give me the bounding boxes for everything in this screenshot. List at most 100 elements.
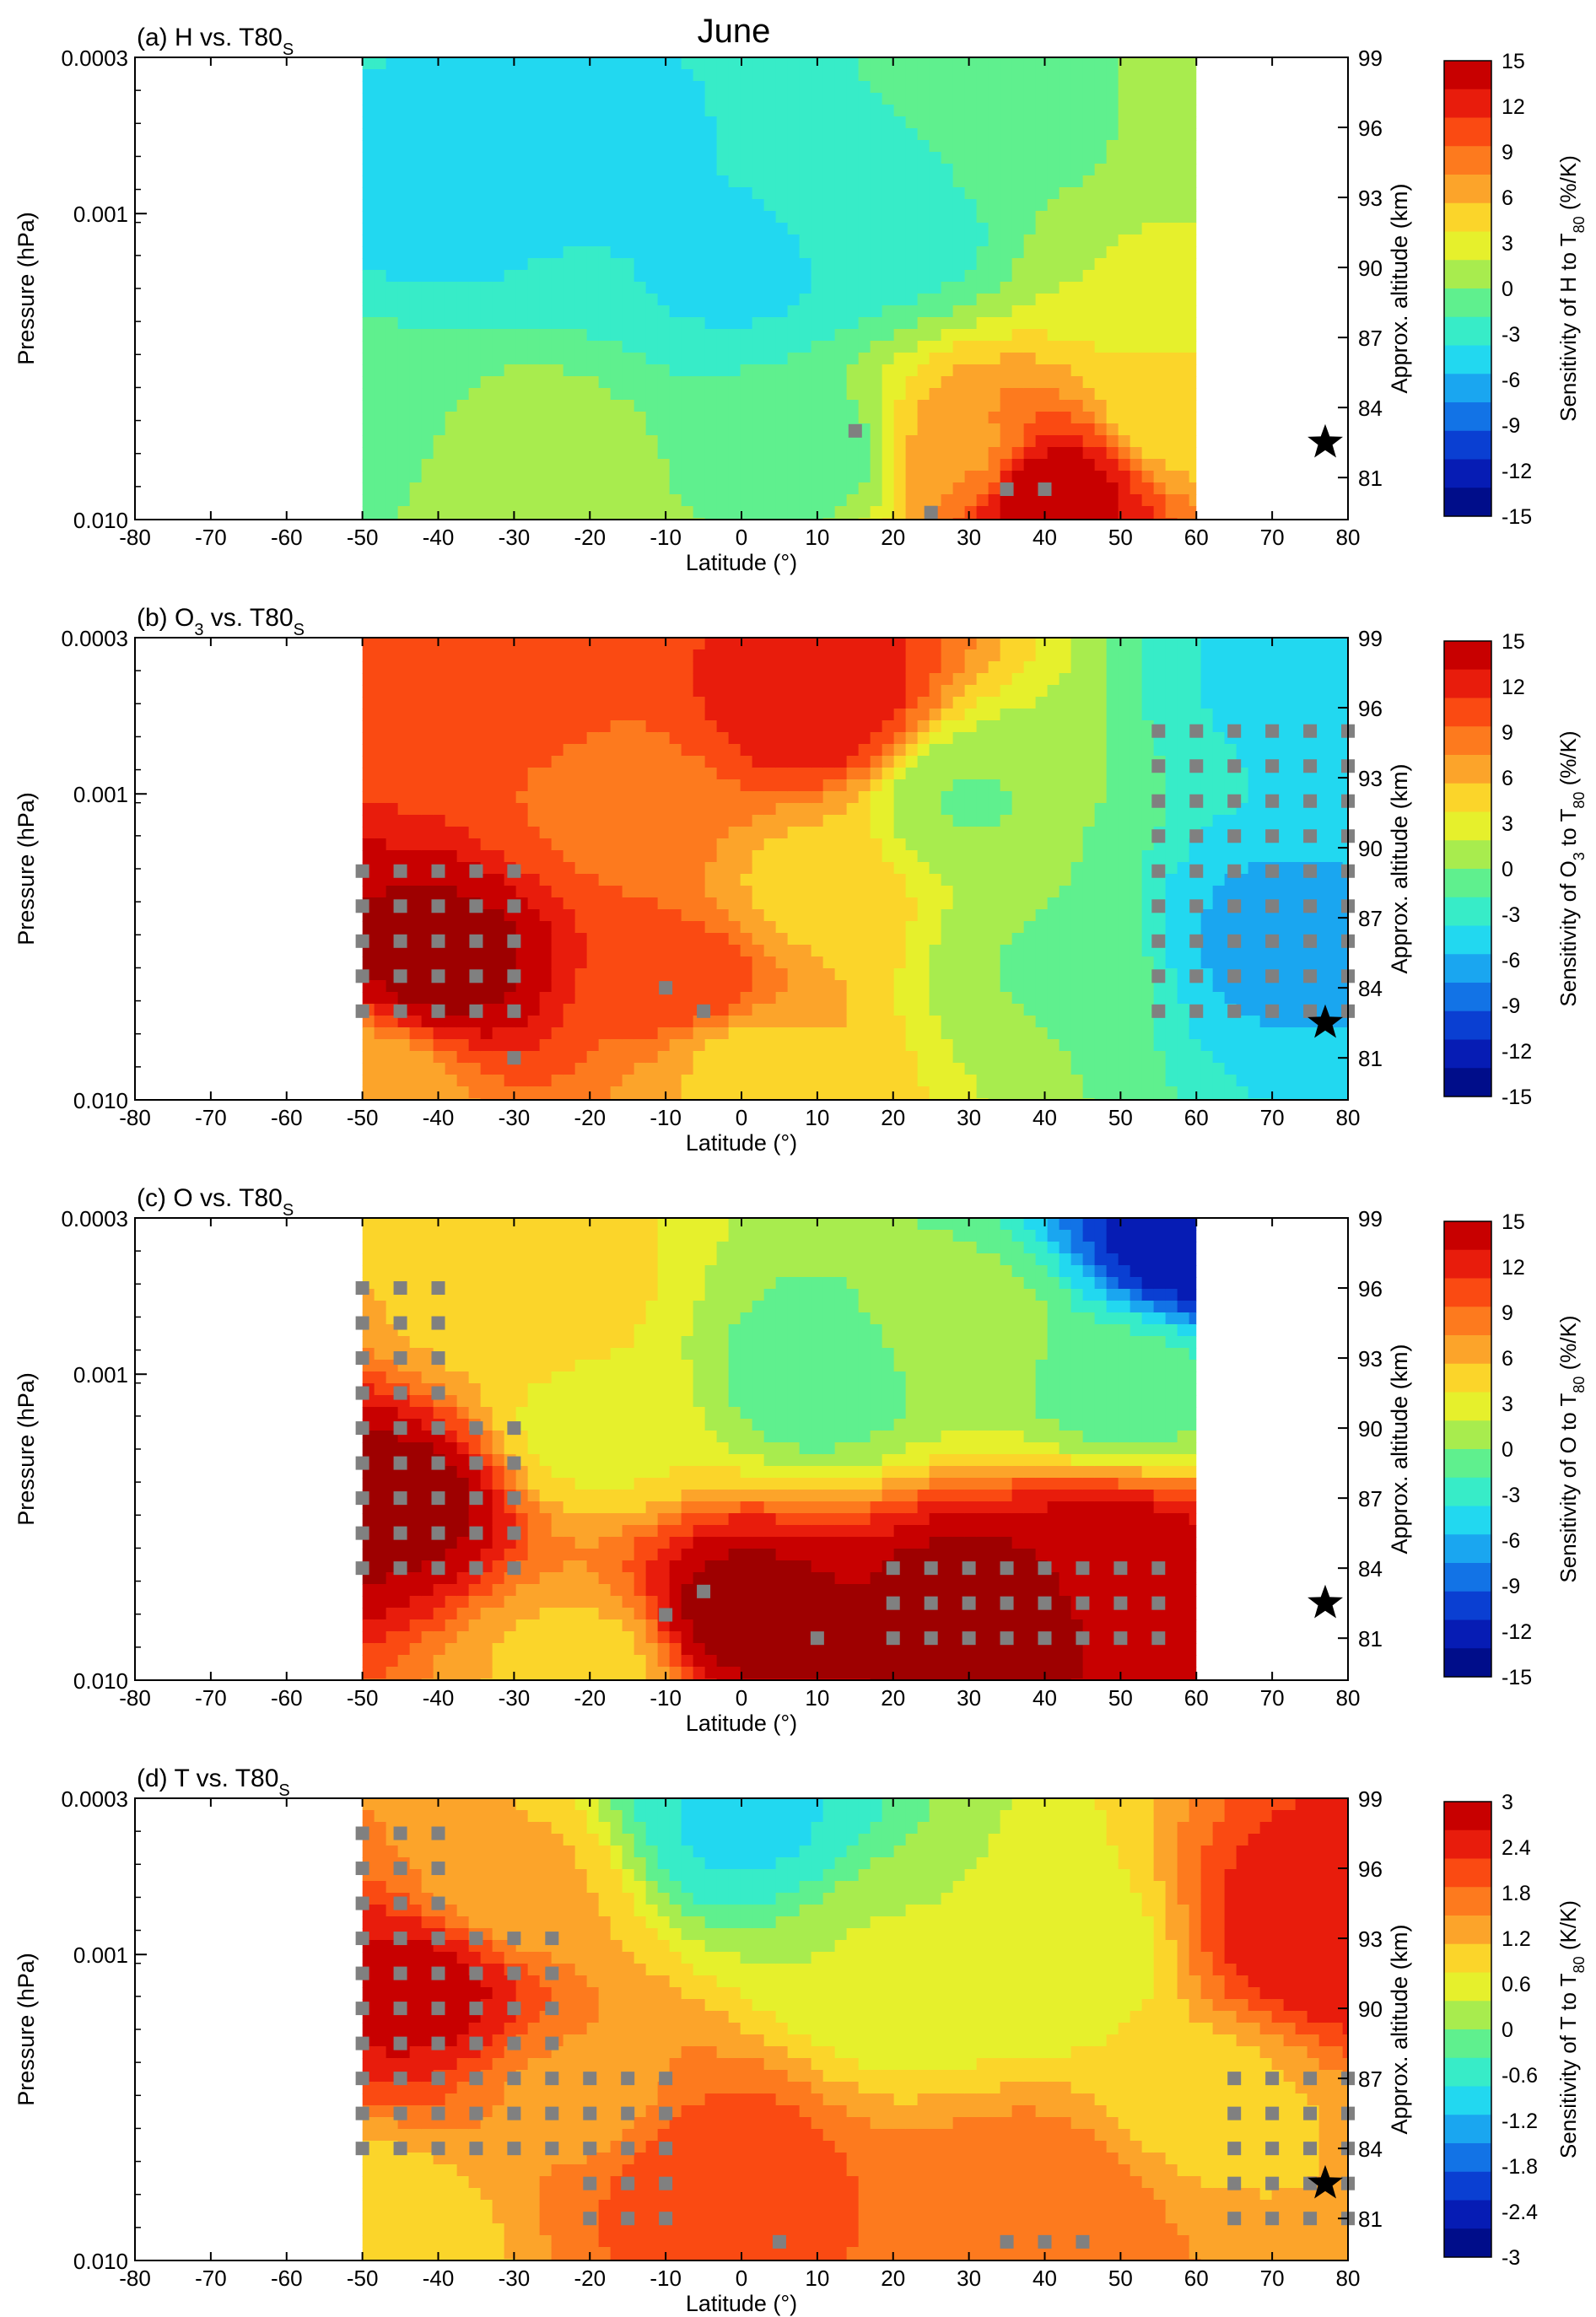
field-cell (1118, 69, 1131, 82)
field-cell (515, 376, 529, 389)
field-cell (539, 992, 553, 1005)
field-cell (622, 638, 635, 650)
field-cell (1177, 69, 1190, 82)
field-cell (775, 506, 789, 519)
field-cell (704, 164, 718, 176)
field-cell (1177, 494, 1190, 507)
field-cell (563, 661, 576, 674)
field-cell (964, 482, 978, 495)
field-cell (775, 921, 789, 934)
field-cell (669, 709, 682, 721)
field-cell (964, 435, 978, 448)
field-cell (645, 282, 659, 294)
field-cell (681, 685, 694, 698)
field-cell (799, 81, 812, 94)
y2-tick-label: 99 (1358, 46, 1383, 71)
field-cell (539, 494, 553, 507)
field-cell (716, 850, 730, 863)
field-cell (1035, 423, 1049, 436)
field-cell (858, 258, 871, 271)
field-cell (752, 791, 765, 804)
field-cell (716, 815, 730, 827)
field-cell (386, 768, 399, 780)
field-cell (456, 791, 470, 804)
field-cell (397, 435, 411, 448)
field-cell (704, 364, 718, 377)
field-cell (728, 246, 741, 259)
field-cell (1047, 211, 1060, 224)
field-cell (834, 69, 848, 82)
field-cell (1189, 175, 1197, 188)
field-cell (610, 223, 623, 235)
field-cell (634, 223, 647, 235)
field-cell (563, 341, 576, 353)
field-cell (681, 720, 694, 733)
field-cell (752, 105, 765, 117)
field-cell (362, 791, 375, 804)
field-cell (834, 234, 848, 247)
field-cell (492, 909, 505, 922)
field-cell (598, 685, 612, 698)
field-cell (574, 709, 588, 721)
field-cell (1118, 105, 1131, 117)
field-cell (634, 838, 647, 851)
field-cell (941, 81, 954, 94)
field-cell (1153, 294, 1167, 306)
field-cell (799, 661, 812, 674)
field-cell (822, 116, 836, 129)
field-cell (976, 234, 989, 247)
field-cell (374, 768, 387, 780)
field-cell (1011, 187, 1025, 200)
field-cell (988, 294, 1001, 306)
field-cell (468, 140, 482, 153)
field-cell (374, 697, 387, 709)
field-cell (858, 246, 871, 259)
field-cell (799, 897, 812, 910)
field-cell (480, 732, 493, 745)
field-cell (574, 459, 588, 471)
field-cell (929, 661, 942, 674)
field-cell (905, 862, 919, 875)
field-cell (445, 506, 458, 519)
field-cell (858, 1063, 871, 1075)
field-cell (1011, 294, 1025, 306)
field-cell (409, 447, 423, 460)
field-cell (386, 435, 399, 448)
field-cell (716, 980, 730, 993)
field-cell (610, 933, 623, 946)
field-cell (480, 791, 493, 804)
field-cell (822, 187, 836, 200)
field-cell (917, 494, 930, 507)
field-cell (622, 815, 635, 827)
field-cell (775, 933, 789, 946)
field-cell (728, 661, 741, 674)
field-cell (645, 1004, 659, 1016)
field-cell (787, 423, 801, 436)
field-cell (610, 1039, 623, 1052)
field-cell (882, 1051, 895, 1064)
field-cell (433, 803, 446, 816)
field-cell (527, 838, 541, 851)
field-cell (433, 685, 446, 698)
field-cell (1189, 376, 1197, 389)
field-cell (929, 992, 942, 1005)
field-cell (468, 353, 482, 365)
field-cell (574, 756, 588, 768)
field-cell (421, 152, 434, 164)
field-cell (386, 400, 399, 412)
field-cell (941, 494, 954, 507)
field-cell (669, 105, 682, 117)
field-cell (693, 791, 706, 804)
field-cell (622, 376, 635, 389)
field-cell (386, 649, 399, 662)
colorbar-tick-label: -3 (1502, 323, 1520, 347)
field-cell (822, 732, 836, 745)
field-cell (870, 506, 883, 519)
field-cell (905, 838, 919, 851)
field-cell (763, 116, 777, 129)
field-cell (397, 364, 411, 377)
field-cell (1165, 376, 1178, 389)
field-cell (976, 223, 989, 235)
field-cell (775, 945, 789, 957)
field-cell (1070, 364, 1084, 377)
